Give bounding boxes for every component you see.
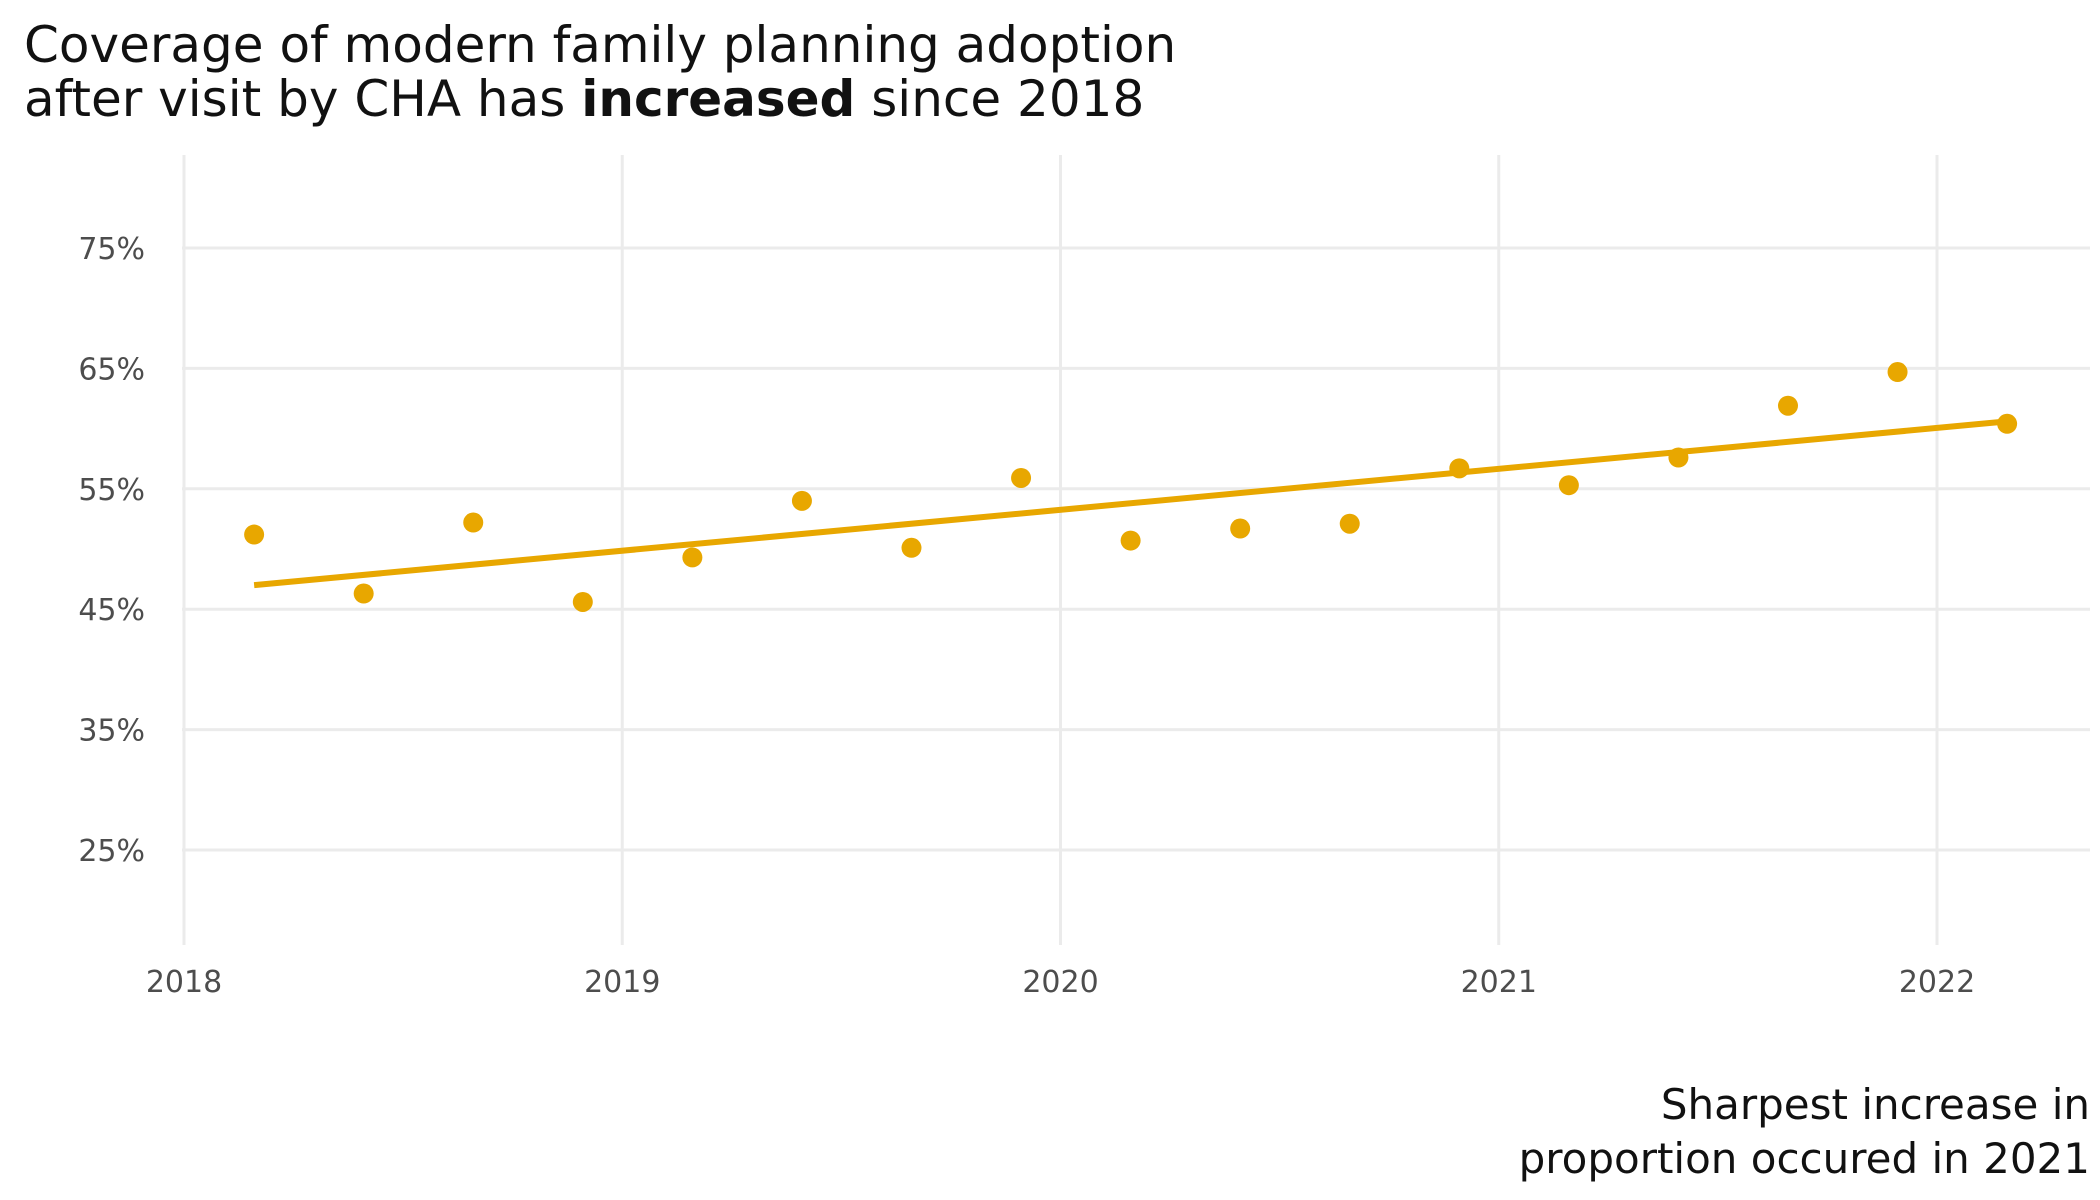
chart-title-line-2-end: since 2018	[855, 70, 1145, 128]
x-tick-label: 2018	[146, 965, 222, 1000]
data-point	[682, 547, 703, 568]
x-tick-label: 2019	[584, 965, 660, 1000]
data-point	[1011, 467, 1032, 488]
chart-title-line-2-start: after visit by CHA has	[24, 70, 582, 128]
gridlines	[182, 155, 2090, 945]
data-point	[1449, 458, 1470, 479]
data-point	[1120, 530, 1141, 551]
data-point	[1339, 513, 1360, 534]
data-point	[1887, 362, 1908, 383]
y-tick-label: 65%	[78, 352, 145, 387]
chart-caption: Sharpest increase in proportion occured …	[1519, 1078, 2090, 1186]
chart-title-emphasis: increased	[581, 70, 856, 128]
y-tick-label: 35%	[78, 714, 145, 749]
chart-caption-line-2: proportion occured in 2021	[1518, 1134, 2090, 1183]
y-tick-label: 25%	[78, 834, 145, 869]
x-tick-label: 2021	[1461, 965, 1537, 1000]
data-point	[353, 583, 374, 604]
data-point	[1230, 518, 1251, 539]
chart-title-line-1: Coverage of modern family planning adopt…	[24, 16, 1177, 74]
x-tick-label: 2022	[1899, 965, 1975, 1000]
data-point	[244, 524, 265, 545]
y-tick-label: 75%	[78, 232, 145, 267]
trend-line	[253, 418, 2008, 589]
chart-caption-line-1: Sharpest increase in	[1660, 1080, 2090, 1129]
data-point	[1558, 475, 1579, 496]
chart-title: Coverage of modern family planning adopt…	[24, 18, 1176, 126]
data-point	[901, 537, 922, 558]
data-points	[244, 362, 2018, 612]
data-point	[791, 490, 812, 511]
trend-line-layer	[253, 418, 2008, 589]
chart-title-line-2: after visit by CHA has increased since 2…	[24, 72, 1176, 126]
data-point	[1668, 447, 1689, 468]
y-tick-label: 55%	[78, 473, 145, 508]
axis-tick-labels: 25% 35% 45% 55% 65% 75% 2018 2019 2020 2021 2022	[78, 232, 1975, 1000]
data-point	[463, 512, 484, 533]
data-point	[572, 591, 593, 612]
x-tick-label: 2020	[1022, 965, 1098, 1000]
y-tick-label: 45%	[78, 593, 145, 628]
data-point	[1777, 395, 1798, 416]
data-point	[1997, 413, 2018, 434]
